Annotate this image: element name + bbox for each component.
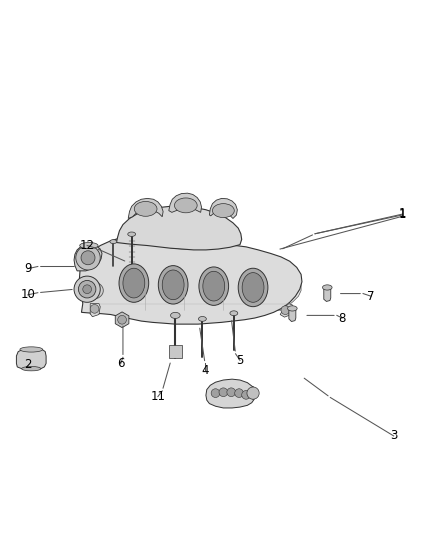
Circle shape xyxy=(78,280,96,298)
Ellipse shape xyxy=(198,317,206,321)
Circle shape xyxy=(227,388,236,397)
Text: 10: 10 xyxy=(20,288,35,301)
Polygon shape xyxy=(169,193,201,212)
Text: 2: 2 xyxy=(24,358,32,372)
Ellipse shape xyxy=(288,306,297,311)
Polygon shape xyxy=(74,245,102,271)
Circle shape xyxy=(247,387,259,399)
Circle shape xyxy=(219,388,228,397)
Polygon shape xyxy=(324,287,331,302)
Ellipse shape xyxy=(110,240,117,244)
Polygon shape xyxy=(90,271,301,314)
Text: 5: 5 xyxy=(236,354,244,367)
Text: 6: 6 xyxy=(117,357,124,370)
Ellipse shape xyxy=(128,232,136,236)
Circle shape xyxy=(235,389,244,398)
Text: 12: 12 xyxy=(80,239,95,252)
Ellipse shape xyxy=(21,367,41,371)
Polygon shape xyxy=(90,304,100,317)
Ellipse shape xyxy=(80,243,98,248)
Ellipse shape xyxy=(123,268,145,298)
Ellipse shape xyxy=(212,204,234,217)
Ellipse shape xyxy=(322,285,332,290)
Circle shape xyxy=(90,304,99,313)
Polygon shape xyxy=(117,206,242,250)
Text: 3: 3 xyxy=(390,430,397,442)
Text: 1: 1 xyxy=(399,207,406,220)
Text: 9: 9 xyxy=(24,262,32,275)
Text: 4: 4 xyxy=(201,364,209,377)
Ellipse shape xyxy=(158,265,188,304)
Ellipse shape xyxy=(199,267,229,305)
Polygon shape xyxy=(289,309,296,321)
Text: 1: 1 xyxy=(399,208,406,222)
Polygon shape xyxy=(169,345,182,358)
Circle shape xyxy=(74,276,100,302)
Circle shape xyxy=(76,246,100,270)
Ellipse shape xyxy=(238,268,268,306)
Text: 7: 7 xyxy=(367,290,374,303)
Circle shape xyxy=(81,251,95,265)
Circle shape xyxy=(118,316,127,324)
Polygon shape xyxy=(209,198,237,219)
Polygon shape xyxy=(128,198,163,219)
Polygon shape xyxy=(79,237,302,324)
Ellipse shape xyxy=(203,271,225,301)
Ellipse shape xyxy=(230,311,238,316)
Ellipse shape xyxy=(20,347,42,352)
Ellipse shape xyxy=(242,272,264,302)
Ellipse shape xyxy=(119,264,149,302)
Ellipse shape xyxy=(134,201,157,216)
Polygon shape xyxy=(16,350,46,369)
Ellipse shape xyxy=(170,312,180,318)
Polygon shape xyxy=(206,379,256,408)
Circle shape xyxy=(83,285,92,294)
Circle shape xyxy=(281,306,290,314)
Circle shape xyxy=(211,389,220,398)
Ellipse shape xyxy=(81,282,103,299)
Text: 8: 8 xyxy=(339,311,346,325)
Ellipse shape xyxy=(174,198,197,213)
Ellipse shape xyxy=(162,270,184,300)
Circle shape xyxy=(242,391,251,399)
Polygon shape xyxy=(280,304,292,317)
Text: 11: 11 xyxy=(150,390,166,403)
